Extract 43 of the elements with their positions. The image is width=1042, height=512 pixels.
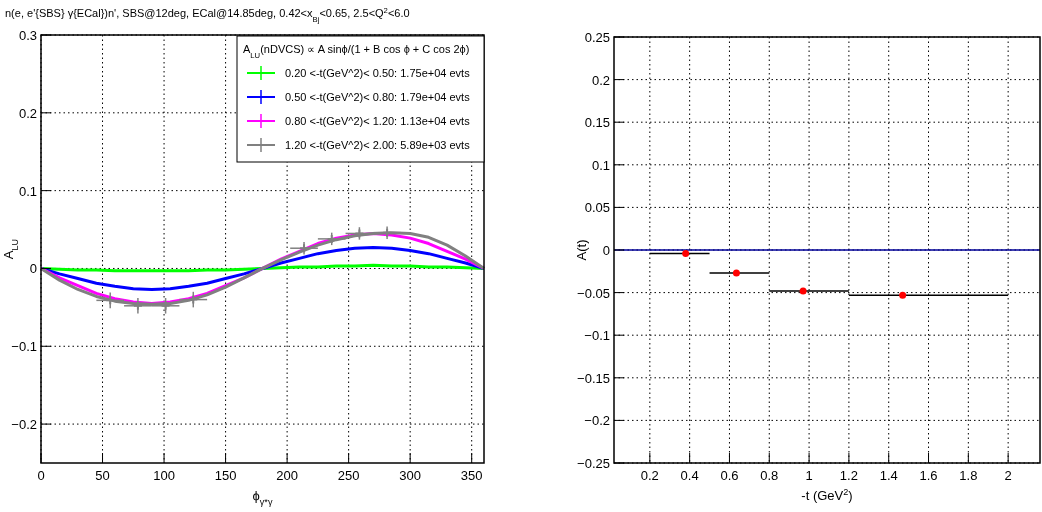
y-tick-label: −0.2: [584, 413, 610, 429]
y-axis-title: A(t): [574, 239, 589, 261]
y-tick-label: 0.05: [584, 200, 610, 216]
x-axis-title: ϕ$_{γ*γ}$: [252, 488, 273, 507]
x-tick-label: 100: [153, 468, 175, 483]
x-axis-title: -t (GeV$^{2}$): [801, 487, 853, 503]
x-tick-label: 0.6: [720, 468, 739, 483]
x-tick-label: 250: [337, 468, 360, 483]
x-tick-label: 300: [399, 468, 422, 483]
x-tick-label: 2: [1004, 468, 1012, 483]
x-tick-label: 150: [214, 468, 237, 483]
x-tick-label: 1.4: [879, 468, 898, 483]
legend-label: 0.80 <-t(GeV^2)< 1.20: 1.13e+04 evts: [285, 115, 471, 127]
legend-label: 0.50 <-t(GeV^2)< 0.80: 1.79e+04 evts: [285, 91, 471, 103]
y-tick-label: −0.1: [11, 339, 37, 355]
y-tick-label: −0.05: [577, 285, 610, 301]
x-tick-label: 1.2: [839, 468, 858, 483]
x-tick-label: 0.4: [680, 468, 699, 483]
x-tick-label: 1.8: [959, 468, 978, 483]
x-tick-label: 200: [276, 468, 298, 483]
x-tick-label: 0.2: [640, 468, 659, 483]
legend-label: 1.20 <-t(GeV^2)< 2.00: 5.89e+03 evts: [285, 139, 471, 151]
y-tick-label: −0.25: [577, 456, 610, 471]
y-tick-label: 0.25: [584, 30, 610, 45]
x-tick-label: 350: [460, 468, 483, 483]
x-tick-label: 50: [95, 468, 110, 483]
y-tick-label: 0.2: [591, 72, 610, 88]
y-tick-label: −0.15: [577, 370, 610, 386]
y-tick-label: −0.2: [11, 417, 37, 433]
y-tick-label: 0.2: [18, 105, 37, 121]
y-tick-label: 0: [602, 243, 610, 258]
y-tick-label: 0.1: [18, 183, 37, 199]
legend-title: A$_{LU}$(nDVCS) ∝ A sinϕ/(1 + B cos ϕ + C cos 2ϕ): [243, 43, 470, 60]
x-tick-label: 1: [805, 468, 813, 483]
chart-title: n(e, e'{SBS} γ{ECal})n', SBS@12deg, ECal@14.85deg, 0.42<x$_{Bj}$<0.65, 2.5<Q$^{2}$<6.0: [5, 5, 410, 24]
y-tick-label: 0: [29, 261, 37, 277]
y-tick-label: 0.15: [584, 115, 610, 131]
legend-label: 0.20 <-t(GeV^2)< 0.50: 1.75e+04 evts: [285, 67, 471, 79]
x-tick-label: 1.6: [919, 468, 938, 483]
x-tick-label: 0.8: [760, 468, 779, 483]
y-tick-label: −0.1: [584, 328, 610, 344]
y-tick-label: 0.1: [591, 157, 610, 173]
y-tick-label: 0.3: [18, 28, 37, 43]
